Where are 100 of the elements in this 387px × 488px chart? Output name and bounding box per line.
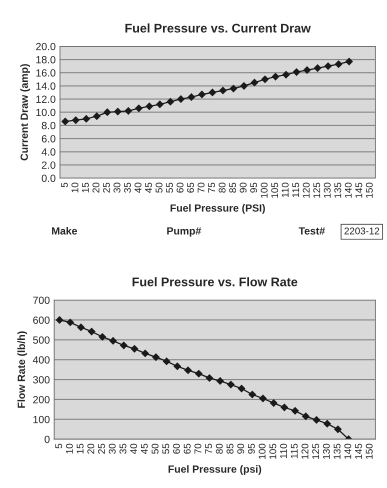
- x-tick-label: 100: [258, 444, 266, 459]
- y-tick-label: 0.0: [42, 174, 56, 182]
- point: [219, 86, 227, 94]
- x-tick-label: 125: [312, 444, 320, 459]
- point: [238, 384, 246, 392]
- point: [198, 90, 206, 98]
- point: [345, 58, 353, 66]
- x-tick-label: 60: [176, 182, 184, 193]
- x-tick-label: 75: [208, 182, 216, 193]
- y-tick-label: 18.0: [36, 56, 56, 64]
- text: Make: [52, 226, 78, 235]
- y-tick-label: 20.0: [36, 42, 56, 50]
- point: [250, 78, 258, 86]
- y-tick-label: 12.0: [36, 96, 56, 103]
- point: [334, 426, 342, 433]
- point: [291, 407, 299, 414]
- x-tick-label: 70: [194, 444, 202, 454]
- y-tick-label: 10.0: [36, 108, 56, 116]
- point: [152, 354, 160, 361]
- x-tick-label: 85: [229, 182, 236, 193]
- y-tick-label: 8.0: [42, 122, 56, 130]
- point: [135, 104, 142, 112]
- y-tick-label: 16.0: [36, 69, 56, 77]
- point: [120, 342, 128, 350]
- point: [261, 76, 269, 83]
- y-tick-label: 700: [33, 296, 50, 304]
- x-tick-label: 50: [156, 182, 162, 193]
- x-tick-label: 145: [355, 182, 362, 198]
- x-tick-label: 5: [55, 444, 62, 448]
- x-tick-label: 150: [366, 444, 373, 459]
- x-tick-label: 5: [61, 182, 68, 188]
- x-tick-label: 30: [108, 444, 116, 454]
- point: [292, 68, 300, 76]
- x-tick-label: 145: [355, 444, 362, 459]
- text: Pump#: [167, 227, 202, 237]
- x-axis-title: Fuel Pressure (PSI): [170, 204, 265, 214]
- x-tick-label: 115: [290, 444, 298, 458]
- y-tick-label: 2.0: [42, 161, 56, 169]
- x-tick-label: 150: [366, 182, 373, 198]
- y-tick-label: 600: [33, 316, 50, 324]
- point: [88, 328, 96, 336]
- x-tick-label: 125: [313, 182, 320, 198]
- chart-title: Fuel Pressure vs. Current Draw: [125, 23, 311, 33]
- y-tick-label: 14.0: [36, 82, 56, 90]
- point: [312, 416, 320, 424]
- x-tick-label: 10: [66, 444, 73, 454]
- point: [146, 102, 153, 110]
- x-tick-label: 65: [184, 444, 191, 454]
- x-tick-label: 85: [226, 444, 234, 454]
- x-tick-label: 105: [269, 444, 276, 459]
- y-tick-label: 0: [44, 436, 50, 444]
- x-tick-label: 90: [237, 444, 244, 454]
- x-tick-label: 35: [120, 444, 126, 454]
- point: [77, 324, 85, 331]
- x-tick-label: 90: [240, 182, 247, 193]
- point: [62, 118, 69, 126]
- y-tick-label: 300: [33, 376, 50, 384]
- x-tick-label: 95: [250, 182, 258, 193]
- point: [195, 370, 202, 378]
- x-tick-label: 60: [173, 444, 180, 454]
- point: [109, 337, 117, 344]
- y-tick-label: 200: [33, 396, 50, 404]
- x-tick-label: 45: [141, 444, 148, 454]
- point: [104, 108, 111, 116]
- x-axis-title: Fuel Pressure (psi): [168, 465, 262, 475]
- point: [334, 60, 342, 68]
- x-tick-label: 120: [302, 444, 308, 459]
- point: [302, 412, 310, 420]
- point: [282, 71, 290, 78]
- x-tick-label: 135: [334, 182, 342, 198]
- y-tick-label: 400: [32, 356, 50, 364]
- point: [166, 98, 174, 106]
- point: [314, 64, 322, 72]
- point: [82, 115, 90, 122]
- y-tick-label: 100: [33, 416, 50, 424]
- point: [280, 404, 288, 412]
- x-tick-label: 130: [324, 182, 331, 198]
- point: [56, 316, 64, 324]
- point: [227, 380, 234, 388]
- x-tick-label: 15: [76, 444, 84, 454]
- y-tick-label: 4.0: [42, 148, 56, 156]
- x-tick-label: 75: [205, 444, 212, 454]
- point: [156, 100, 164, 108]
- x-tick-label: 20: [87, 444, 94, 454]
- x-tick-label: 110: [280, 444, 287, 458]
- x-tick-label: 105: [271, 182, 278, 198]
- point: [206, 374, 214, 382]
- x-tick-label: 15: [82, 182, 89, 192]
- chart-title: Fuel Pressure vs. Flow Rate: [132, 277, 298, 286]
- x-tick-label: 30: [114, 182, 120, 193]
- point: [72, 116, 80, 124]
- point: [184, 366, 192, 374]
- x-tick-label: 40: [134, 182, 142, 193]
- point: [216, 377, 224, 385]
- point: [177, 95, 185, 103]
- x-tick-label: 80: [216, 444, 223, 454]
- x-tick-label: 110: [282, 182, 289, 198]
- x-tick-label: 140: [344, 444, 352, 459]
- point: [66, 318, 74, 326]
- point: [248, 390, 256, 398]
